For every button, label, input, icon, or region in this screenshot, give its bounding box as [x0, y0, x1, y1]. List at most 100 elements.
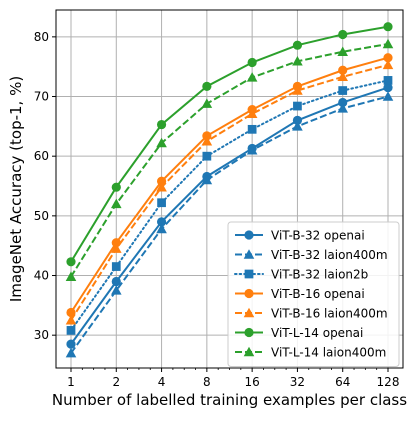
legend-marker: [244, 269, 254, 279]
series-line: [70, 63, 389, 321]
data-point: [292, 121, 303, 131]
data-point: [246, 108, 258, 119]
data-point: [110, 243, 122, 253]
x-tick-label: 16: [245, 375, 260, 389]
data-point: [338, 97, 348, 108]
data-point: [65, 314, 77, 325]
data-point: [383, 53, 393, 63]
y-tick-label: 70: [34, 90, 49, 104]
data-point: [156, 137, 167, 148]
data-point: [111, 276, 121, 287]
data-point: [65, 347, 77, 358]
data-point: [338, 86, 348, 95]
data-point: [246, 72, 258, 82]
x-tick-label: 32: [290, 375, 305, 389]
legend-label: ViT-L-14 openai: [271, 326, 363, 340]
legend-label: ViT-B-16 laion400m: [271, 307, 388, 321]
legend-marker: [244, 288, 254, 299]
data-point: [66, 339, 76, 349]
data-point: [201, 98, 213, 108]
data-point: [337, 103, 349, 113]
series-vit-b-16-openai: [66, 53, 393, 318]
data-point: [382, 59, 394, 70]
data-point: [247, 124, 257, 134]
data-point: [293, 101, 302, 111]
data-point: [201, 135, 213, 146]
series-line: [70, 56, 389, 314]
y-tick-label: 30: [34, 328, 49, 342]
legend: ViT-B-32 openai ViT-B-32 laion400m ViT-B-3…: [227, 221, 400, 367]
data-point: [66, 257, 76, 267]
data-point: [66, 326, 76, 335]
x-tick-label: 128: [377, 375, 400, 389]
series-line: [70, 79, 389, 332]
data-point: [383, 22, 393, 32]
data-point: [246, 144, 258, 155]
data-point: [292, 115, 303, 125]
legend-box: [227, 221, 400, 367]
series-vit-b-32-laion400m: [65, 91, 394, 358]
x-tick-label: 4: [158, 375, 166, 389]
data-point: [110, 285, 122, 295]
data-point: [247, 57, 257, 68]
legend-label: ViT-B-32 laion2b: [271, 268, 368, 282]
legend-label: ViT-B-32 laion400m: [271, 248, 388, 262]
legend-marker: [244, 230, 254, 240]
x-axis-label: Number of labelled training examples per…: [52, 391, 407, 409]
data-point: [292, 56, 303, 66]
data-point: [156, 181, 167, 192]
legend-marker: [244, 327, 254, 338]
y-tick-label: 60: [34, 149, 49, 163]
data-point: [111, 182, 121, 192]
data-point: [292, 85, 303, 95]
y-tick-label: 80: [34, 30, 49, 44]
x-tick-label: 1: [67, 375, 75, 389]
data-point: [110, 198, 122, 209]
series-line: [70, 86, 389, 345]
data-point: [337, 71, 349, 82]
ticks: 1 2 4 8 16 32 64 128 30 40 50 60 70 80: [34, 30, 400, 389]
series-line: [70, 95, 389, 354]
data-point: [383, 82, 393, 93]
series-vit-l-14-laion400m: [65, 38, 394, 281]
legend-item: ViT-L-14 laion400m: [235, 346, 386, 360]
y-tick-label: 40: [34, 269, 49, 283]
series-layer: [65, 22, 394, 358]
series-vit-b-32-laion2b: [66, 76, 393, 335]
legend-item: ViT-B-16 laion400m: [235, 307, 388, 321]
data-point: [202, 131, 212, 141]
legend-marker: [243, 249, 255, 259]
data-point: [383, 76, 393, 85]
legend-item: ViT-B-32 laion2b: [234, 268, 368, 282]
data-point: [156, 119, 167, 130]
series-vit-l-14-openai: [66, 22, 393, 267]
data-point: [111, 238, 121, 248]
x-tick-label: 64: [335, 375, 350, 389]
legend-item: ViT-B-32 laion400m: [235, 248, 388, 262]
legend-marker: [243, 346, 255, 357]
legend-item: ViT-B-16 openai: [235, 287, 365, 301]
legend-item: ViT-B-32 openai: [235, 229, 365, 243]
data-point: [111, 262, 121, 271]
data-point: [337, 46, 349, 56]
series-vit-b-16-laion400m: [65, 59, 394, 325]
legend-item: ViT-L-14 openai: [235, 326, 363, 340]
series-line: [70, 43, 389, 278]
y-tick-label: 50: [34, 209, 49, 223]
series-line: [70, 25, 389, 263]
data-point: [202, 151, 212, 161]
x-tick-label: 2: [112, 375, 120, 389]
data-point: [292, 40, 303, 50]
y-axis-label: ImageNet Accuracy (top-1, %): [7, 76, 25, 302]
data-point: [338, 65, 348, 75]
data-point: [65, 271, 77, 281]
data-point: [338, 29, 348, 40]
data-point: [156, 223, 167, 234]
data-point: [201, 174, 213, 185]
legend-label: ViT-B-32 openai: [271, 229, 365, 243]
legend-label: ViT-L-14 laion400m: [271, 346, 386, 360]
x-tick-label: 8: [203, 375, 211, 389]
data-point: [157, 198, 166, 208]
